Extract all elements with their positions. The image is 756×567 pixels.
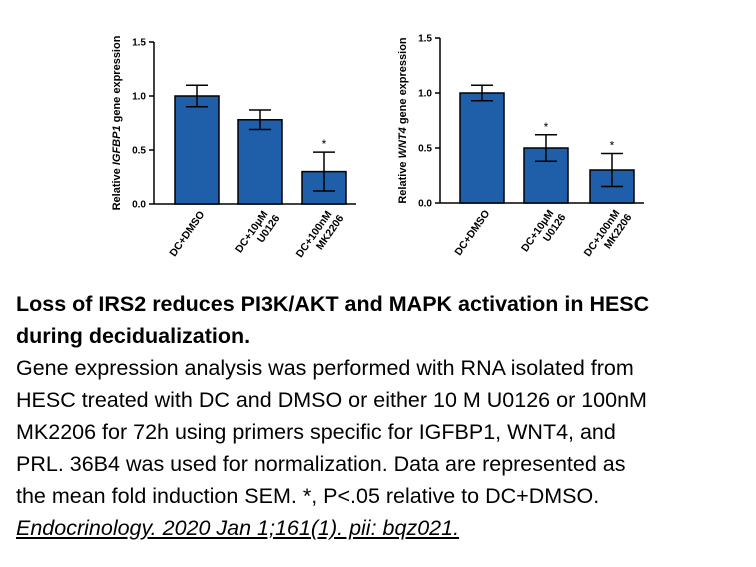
chart-2-bar-1 (459, 92, 505, 204)
caption-body-line-1: Gene expression analysis was performed w… (16, 356, 634, 380)
figure-caption: Loss of IRS2 reduces PI3K/AKT and MAPK a… (16, 288, 746, 544)
chart-2-y-tick-label-2: 1.0 (418, 89, 432, 100)
chart-2-y-axis-label-part: WNT4 (397, 127, 409, 158)
chart-1-y-tick-label-2: 1.0 (132, 92, 146, 103)
caption-title-line-2: during decidualization. (16, 324, 251, 348)
chart-2-category-label-1-line-1: DC+DMSO (452, 208, 492, 258)
chart-2-y-tick-label-0: 0.0 (418, 199, 432, 210)
chart-2-bar-2 (523, 147, 569, 204)
caption-title-line-1: Loss of IRS2 reduces PI3K/AKT and MAPK a… (16, 292, 650, 316)
chart-1-bar-2 (237, 119, 283, 205)
chart-1-bar-1 (174, 95, 220, 205)
chart-2-significance-marker-2: * (544, 120, 549, 134)
chart-2-y-axis-label-part: gene expression (397, 37, 409, 127)
caption-body-line-2: HESC treated with DC and DMSO or either … (16, 388, 647, 412)
bar-charts: 0.0 0.5 1.0 1.5 Relative IGFBP1 gene express… (111, 34, 644, 260)
caption-body-line-5: the mean fold induction SEM. *, P<.05 re… (16, 484, 600, 508)
chart-1-y-axis-label-part: Relative (111, 165, 123, 210)
chart-1-significance-marker-3: * (322, 137, 327, 151)
chart-1-y-tick-label-3: 1.5 (132, 38, 146, 49)
chart-2-significance-marker-3: * (610, 139, 615, 153)
chart-1-y-axis-label-part: gene expression (111, 35, 123, 125)
chart-2-y-axis-label: Relative WNT4 gene expression (397, 37, 409, 204)
chart-1-category-label-1-line-1: DC+DMSO (167, 209, 207, 259)
chart-1-y-tick-label-0: 0.0 (132, 200, 146, 211)
chart-2-y-tick-label-1: 0.5 (418, 144, 432, 155)
citation-link[interactable]: Endocrinology. 2020 Jan 1;161(1). pii: b… (16, 516, 460, 540)
chart-2-y-tick-label-3: 1.5 (418, 34, 432, 45)
caption-body-line-3: MK2206 for 72h using primers specific fo… (16, 420, 616, 444)
chart-1-y-tick-label-1: 0.5 (132, 146, 146, 157)
chart-1-y-axis-label: Relative IGFBP1 gene expression (111, 35, 123, 210)
chart-2-y-axis-label-part: Relative (397, 158, 409, 203)
caption-body-line-4: PRL. 36B4 was used for normalization. Da… (16, 452, 626, 476)
chart-1-y-axis-label-part: IGFBP1 (111, 125, 123, 165)
